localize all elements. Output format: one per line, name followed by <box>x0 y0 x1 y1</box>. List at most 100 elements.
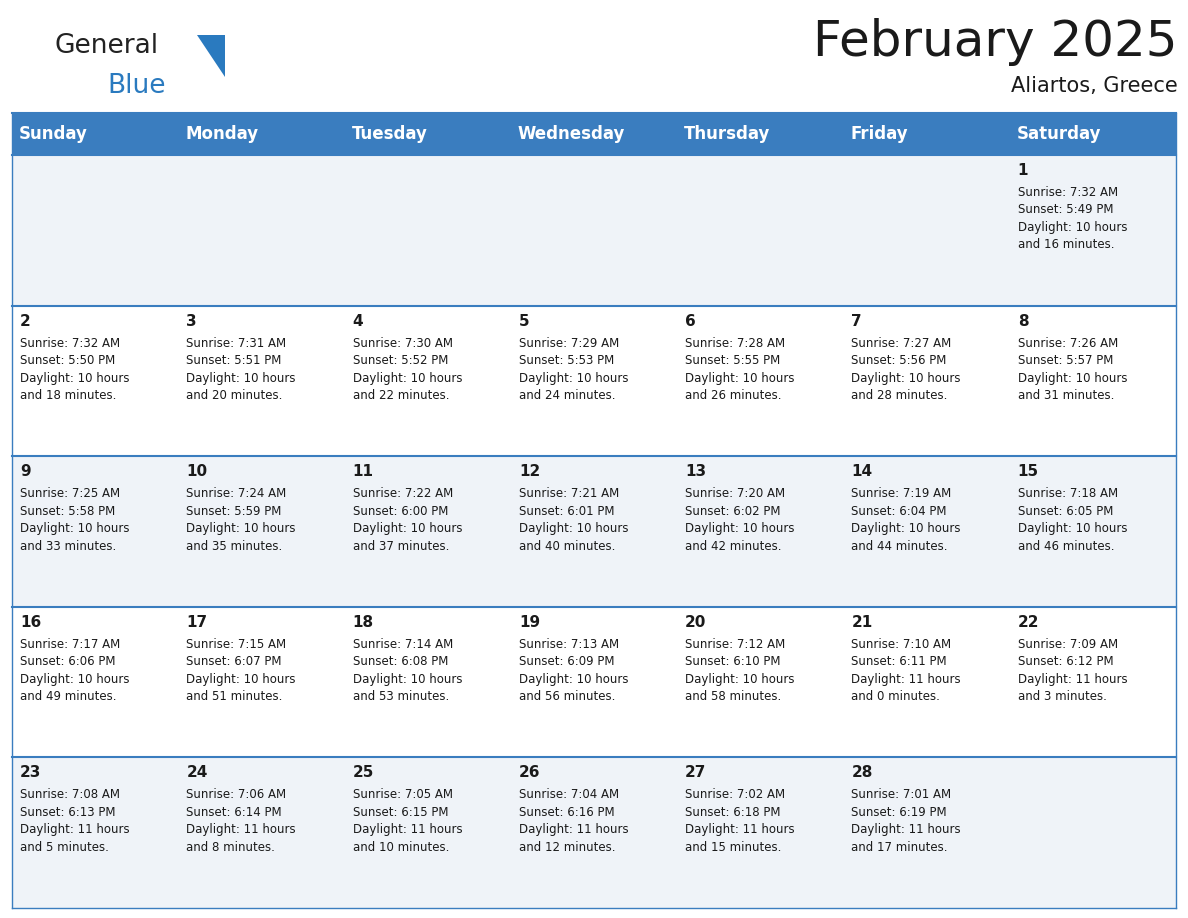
Bar <box>843 306 1010 456</box>
Text: 25: 25 <box>353 766 374 780</box>
Text: Sunrise: 7:05 AM: Sunrise: 7:05 AM <box>353 789 453 801</box>
Text: Sunset: 6:11 PM: Sunset: 6:11 PM <box>852 655 947 668</box>
Text: Sunset: 6:19 PM: Sunset: 6:19 PM <box>852 806 947 819</box>
Text: Thursday: Thursday <box>684 125 771 143</box>
FancyBboxPatch shape <box>178 113 345 155</box>
Text: 8: 8 <box>1018 314 1029 329</box>
Bar <box>12 757 178 908</box>
Text: Sunset: 6:00 PM: Sunset: 6:00 PM <box>353 505 448 518</box>
Bar <box>178 306 345 456</box>
Text: 11: 11 <box>353 465 373 479</box>
Bar <box>677 306 843 456</box>
FancyBboxPatch shape <box>345 113 511 155</box>
Text: 3: 3 <box>187 314 197 329</box>
Bar <box>677 155 843 306</box>
Text: Daylight: 11 hours: Daylight: 11 hours <box>852 673 961 686</box>
Text: Sunset: 5:49 PM: Sunset: 5:49 PM <box>1018 204 1113 217</box>
Text: 13: 13 <box>685 465 707 479</box>
Text: and 37 minutes.: and 37 minutes. <box>353 540 449 553</box>
Text: and 49 minutes.: and 49 minutes. <box>20 690 116 703</box>
Text: Daylight: 10 hours: Daylight: 10 hours <box>353 372 462 385</box>
Text: Sunrise: 7:25 AM: Sunrise: 7:25 AM <box>20 487 120 500</box>
Text: and 33 minutes.: and 33 minutes. <box>20 540 116 553</box>
Text: 1: 1 <box>1018 163 1029 178</box>
Text: Sunrise: 7:28 AM: Sunrise: 7:28 AM <box>685 337 785 350</box>
FancyBboxPatch shape <box>677 113 843 155</box>
Text: Sunset: 6:07 PM: Sunset: 6:07 PM <box>187 655 282 668</box>
Text: Daylight: 10 hours: Daylight: 10 hours <box>1018 221 1127 234</box>
Text: Sunrise: 7:06 AM: Sunrise: 7:06 AM <box>187 789 286 801</box>
Text: Sunrise: 7:12 AM: Sunrise: 7:12 AM <box>685 638 785 651</box>
Bar <box>345 607 511 757</box>
Bar <box>677 607 843 757</box>
Text: Sunset: 5:53 PM: Sunset: 5:53 PM <box>519 354 614 367</box>
Bar <box>1010 607 1176 757</box>
Text: Saturday: Saturday <box>1017 125 1101 143</box>
Text: and 8 minutes.: and 8 minutes. <box>187 841 276 854</box>
Text: Sunset: 5:51 PM: Sunset: 5:51 PM <box>187 354 282 367</box>
Text: Sunrise: 7:02 AM: Sunrise: 7:02 AM <box>685 789 785 801</box>
Text: 4: 4 <box>353 314 364 329</box>
Polygon shape <box>197 35 225 77</box>
Text: 19: 19 <box>519 615 541 630</box>
Bar <box>511 306 677 456</box>
Text: Daylight: 10 hours: Daylight: 10 hours <box>1018 522 1127 535</box>
Text: 21: 21 <box>852 615 873 630</box>
Text: Daylight: 10 hours: Daylight: 10 hours <box>852 372 961 385</box>
Text: Sunset: 5:59 PM: Sunset: 5:59 PM <box>187 505 282 518</box>
Text: Sunrise: 7:13 AM: Sunrise: 7:13 AM <box>519 638 619 651</box>
Text: and 22 minutes.: and 22 minutes. <box>353 389 449 402</box>
Text: Sunrise: 7:14 AM: Sunrise: 7:14 AM <box>353 638 453 651</box>
Text: and 56 minutes.: and 56 minutes. <box>519 690 615 703</box>
Text: Daylight: 10 hours: Daylight: 10 hours <box>519 372 628 385</box>
Text: 24: 24 <box>187 766 208 780</box>
Text: Daylight: 10 hours: Daylight: 10 hours <box>20 673 129 686</box>
Text: Blue: Blue <box>107 73 165 99</box>
Text: Daylight: 10 hours: Daylight: 10 hours <box>187 522 296 535</box>
Text: Daylight: 10 hours: Daylight: 10 hours <box>519 673 628 686</box>
Text: Aliartos, Greece: Aliartos, Greece <box>1011 76 1178 96</box>
Text: 2: 2 <box>20 314 31 329</box>
Text: 27: 27 <box>685 766 707 780</box>
Text: Tuesday: Tuesday <box>352 125 428 143</box>
Text: Sunrise: 7:01 AM: Sunrise: 7:01 AM <box>852 789 952 801</box>
Text: 22: 22 <box>1018 615 1040 630</box>
Text: Daylight: 10 hours: Daylight: 10 hours <box>685 522 795 535</box>
Text: Daylight: 11 hours: Daylight: 11 hours <box>187 823 296 836</box>
Text: Sunrise: 7:15 AM: Sunrise: 7:15 AM <box>187 638 286 651</box>
Text: and 24 minutes.: and 24 minutes. <box>519 389 615 402</box>
Text: and 46 minutes.: and 46 minutes. <box>1018 540 1114 553</box>
Text: February 2025: February 2025 <box>814 18 1178 66</box>
Text: and 20 minutes.: and 20 minutes. <box>187 389 283 402</box>
Text: 26: 26 <box>519 766 541 780</box>
Text: and 0 minutes.: and 0 minutes. <box>852 690 941 703</box>
Text: and 44 minutes.: and 44 minutes. <box>852 540 948 553</box>
Bar <box>178 155 345 306</box>
Text: 20: 20 <box>685 615 707 630</box>
Text: 16: 16 <box>20 615 42 630</box>
Text: and 5 minutes.: and 5 minutes. <box>20 841 109 854</box>
Bar <box>843 607 1010 757</box>
Text: Sunset: 5:50 PM: Sunset: 5:50 PM <box>20 354 115 367</box>
Bar <box>843 155 1010 306</box>
Bar <box>178 456 345 607</box>
Text: Daylight: 11 hours: Daylight: 11 hours <box>20 823 129 836</box>
Text: 18: 18 <box>353 615 374 630</box>
Text: 28: 28 <box>852 766 873 780</box>
Text: General: General <box>55 33 159 59</box>
Text: Daylight: 10 hours: Daylight: 10 hours <box>1018 372 1127 385</box>
Text: and 40 minutes.: and 40 minutes. <box>519 540 615 553</box>
Text: and 15 minutes.: and 15 minutes. <box>685 841 782 854</box>
Text: and 42 minutes.: and 42 minutes. <box>685 540 782 553</box>
Bar <box>12 456 178 607</box>
Text: and 26 minutes.: and 26 minutes. <box>685 389 782 402</box>
Text: 23: 23 <box>20 766 42 780</box>
Text: Daylight: 10 hours: Daylight: 10 hours <box>187 372 296 385</box>
Text: Sunrise: 7:19 AM: Sunrise: 7:19 AM <box>852 487 952 500</box>
Text: Sunset: 6:14 PM: Sunset: 6:14 PM <box>187 806 282 819</box>
Text: Sunrise: 7:08 AM: Sunrise: 7:08 AM <box>20 789 120 801</box>
Text: Sunset: 6:06 PM: Sunset: 6:06 PM <box>20 655 115 668</box>
Bar <box>12 607 178 757</box>
Bar <box>1010 306 1176 456</box>
Text: Sunset: 6:04 PM: Sunset: 6:04 PM <box>852 505 947 518</box>
